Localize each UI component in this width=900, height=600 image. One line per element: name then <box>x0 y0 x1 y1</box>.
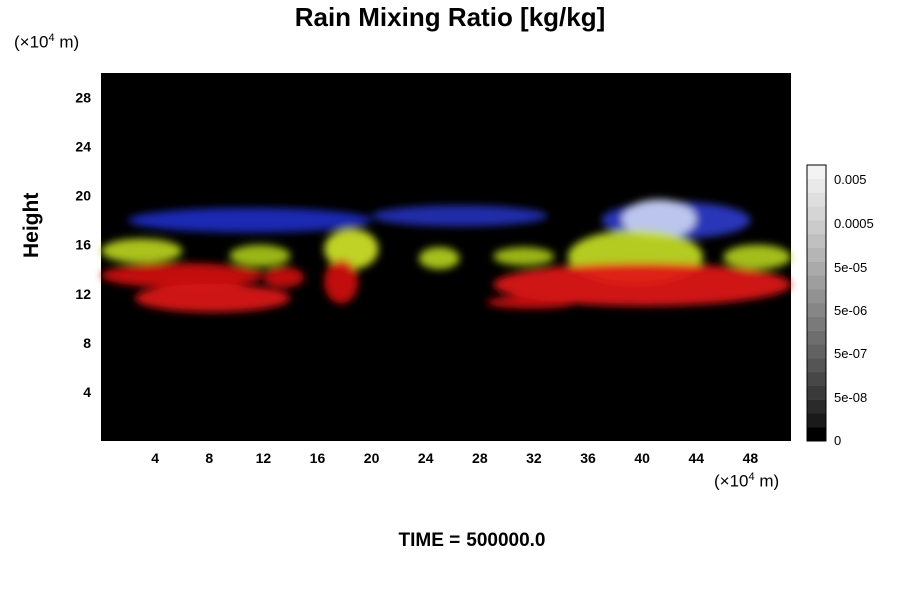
y-axis-ticks: 4 8 12 16 20 24 28 <box>75 90 91 400</box>
field-feature-high <box>371 205 548 227</box>
colorbar-swatch <box>807 316 826 331</box>
x-tick-label: 16 <box>310 450 326 466</box>
field-feature-low <box>486 296 575 309</box>
chart-title: Rain Mixing Ratio [kg/kg] <box>294 2 606 32</box>
field-feature-low <box>101 263 264 288</box>
colorbar-ticks: 0.005 0.0005 5e-05 5e-06 5e-07 5e-08 0 <box>834 172 874 448</box>
y-tick-label: 24 <box>75 139 91 155</box>
colorbar-swatch <box>807 385 826 400</box>
colorbar-tick-label: 5e-06 <box>834 303 867 318</box>
colorbar-swatch <box>807 399 826 414</box>
colorbar-swatch <box>807 234 826 249</box>
colorbar-swatch <box>807 192 826 207</box>
field-feature-low <box>324 259 359 304</box>
y-tick-label: 28 <box>75 90 91 106</box>
x-tick-label: 44 <box>689 450 705 466</box>
y-tick-label: 4 <box>83 384 91 400</box>
x-tick-label: 4 <box>151 450 159 466</box>
colorbar-tick-label: 0.0005 <box>834 216 874 231</box>
y-tick-label: 8 <box>83 335 91 351</box>
field-feature-low <box>134 283 291 313</box>
x-tick-label: 48 <box>743 450 759 466</box>
field-layer <box>101 199 791 313</box>
field-feature-mid <box>324 228 379 270</box>
colorbar-swatch <box>807 220 826 235</box>
field-feature-peak <box>621 199 697 239</box>
x-tick-label: 32 <box>526 450 542 466</box>
field-feature-low <box>263 266 304 288</box>
colorbar-swatch <box>807 247 826 262</box>
colorbar-swatch <box>807 413 826 428</box>
y-axis-unit: (×104 m) <box>14 32 80 52</box>
colorbar-tick-label: 0 <box>834 433 841 448</box>
colorbar-swatch <box>807 330 826 345</box>
field-feature-mid <box>101 238 183 264</box>
x-tick-label: 40 <box>634 450 650 466</box>
x-tick-label: 20 <box>364 450 380 466</box>
colorbar-swatch <box>807 303 826 318</box>
y-tick-label: 20 <box>75 188 91 204</box>
colorbar-swatch <box>807 206 826 221</box>
colorbar-frame <box>806 164 827 442</box>
y-tick-label: 12 <box>75 286 91 302</box>
field-feature-mid <box>493 247 555 266</box>
colorbar-swatch <box>807 427 826 442</box>
colorbar-swatch <box>807 165 826 180</box>
x-tick-label: 8 <box>205 450 213 466</box>
colorbar-swatch <box>807 344 826 359</box>
x-tick-label: 24 <box>418 450 434 466</box>
x-axis-ticks: 4 8 12 16 20 24 28 32 36 40 44 48 <box>151 450 758 466</box>
x-axis-unit: (×104 m) <box>714 471 780 491</box>
field-feature-high <box>128 207 372 233</box>
colorbar-swatch <box>807 261 826 276</box>
colorbar-swatch <box>807 275 826 290</box>
x-tick-label: 36 <box>580 450 596 466</box>
colorbar <box>806 164 827 442</box>
colorbar-swatch <box>807 358 826 373</box>
colorbar-tick-label: 0.005 <box>834 172 867 187</box>
colorbar-tick-label: 5e-07 <box>834 346 867 361</box>
x-tick-label: 12 <box>256 450 272 466</box>
y-tick-label: 16 <box>75 237 91 253</box>
field-feature-mid <box>418 247 460 270</box>
field-feature-mid <box>229 244 291 267</box>
colorbar-tick-label: 5e-05 <box>834 260 867 275</box>
field-feature-mid <box>723 244 791 270</box>
colorbar-swatch <box>807 178 826 193</box>
x-tick-label: 28 <box>472 450 488 466</box>
field-feature-low <box>493 263 791 307</box>
colorbar-swatch <box>807 289 826 304</box>
colorbar-swatch <box>807 372 826 387</box>
time-label: TIME = 500000.0 <box>398 530 546 551</box>
colorbar-tick-label: 5e-08 <box>834 390 867 405</box>
